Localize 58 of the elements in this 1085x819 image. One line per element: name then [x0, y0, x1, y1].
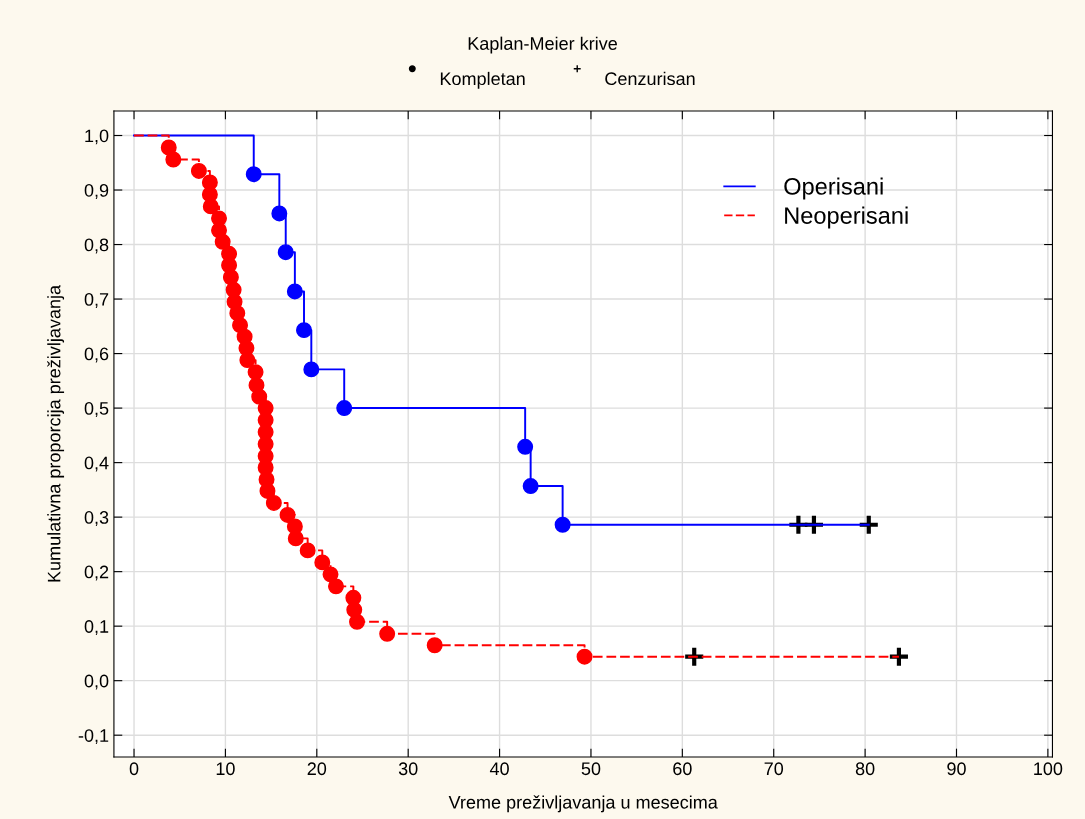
point — [202, 198, 219, 215]
point — [239, 352, 256, 369]
y-tick-label: 0,9 — [84, 183, 109, 199]
y-tick-label: 0,0 — [84, 674, 109, 690]
point — [214, 233, 231, 250]
x-tick-label: 40 — [489, 762, 509, 776]
point — [259, 482, 276, 499]
x-tick-label: 0 — [129, 762, 139, 776]
point — [576, 648, 593, 665]
x-tick-label: 80 — [855, 762, 875, 776]
y-tick-label: 0,2 — [84, 565, 109, 581]
point — [379, 625, 396, 642]
text: Cenzurisan — [605, 71, 695, 86]
y-tick-label: 0,1 — [84, 620, 109, 636]
point — [314, 554, 331, 571]
point — [271, 205, 288, 222]
point — [251, 388, 268, 405]
legend-label: Operisani — [784, 177, 883, 200]
x-tick-label: 60 — [673, 762, 692, 776]
x-tick-label: 70 — [764, 762, 784, 776]
point — [299, 542, 316, 559]
text: Kompletan — [440, 71, 525, 89]
point — [286, 283, 303, 300]
x-tick-label: 20 — [307, 762, 327, 776]
point — [426, 637, 443, 654]
chart-title: Kaplan-Meier krive — [468, 36, 617, 54]
point — [296, 322, 312, 339]
y-tick-label: 0,6 — [84, 347, 109, 363]
x-tick-label: 90 — [947, 762, 966, 776]
y-tick-label: 0,4 — [84, 456, 109, 472]
y-tick-label: 1,0 — [85, 129, 109, 145]
x-tick-label: 100 — [1034, 762, 1063, 776]
x-tick-label: 30 — [398, 762, 418, 776]
y-tick-label: -0,1 — [78, 729, 109, 745]
x-tick-label: 50 — [581, 762, 601, 776]
y-tick-label: 0,8 — [84, 238, 109, 254]
point — [554, 516, 571, 533]
point — [349, 613, 365, 630]
point — [190, 162, 207, 179]
point — [265, 494, 282, 511]
point — [336, 400, 353, 417]
x-axis-title: Vreme preživljavanja u mesecima — [448, 795, 718, 813]
point — [245, 166, 262, 183]
point — [517, 438, 534, 455]
point — [165, 151, 182, 168]
point — [287, 530, 304, 547]
y-tick-label: 0,7 — [84, 292, 109, 308]
point — [247, 364, 264, 381]
point — [522, 478, 539, 495]
legend-label: Neoperisani — [785, 206, 908, 229]
point — [277, 244, 294, 261]
y-axis-title: Kumulativna proporcija preživljavanja — [47, 284, 65, 582]
point — [328, 578, 344, 595]
y-tick-label: 0,3 — [84, 511, 109, 526]
y-tick-label: 0,5 — [84, 402, 109, 417]
point — [303, 361, 320, 378]
point — [279, 506, 296, 523]
x-tick-label: 10 — [216, 762, 235, 776]
